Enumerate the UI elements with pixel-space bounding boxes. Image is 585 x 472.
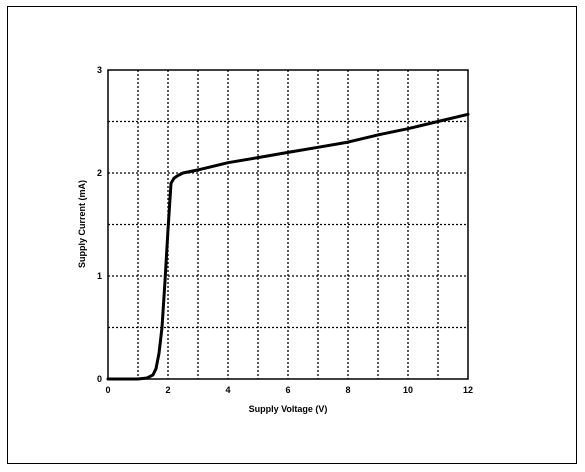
y-tick-label: 3 (97, 65, 102, 75)
x-tick-label: 0 (105, 385, 110, 395)
figure-frame (7, 6, 577, 464)
x-axis-label: Supply Voltage (V) (249, 404, 328, 414)
x-tick-label: 12 (463, 385, 473, 395)
plot-border (107, 69, 469, 380)
y-axis-label: Supply Current (mA) (77, 180, 87, 268)
series-group (106, 112, 470, 381)
y-tick-label: 0 (97, 374, 102, 384)
x-tick-label: 4 (225, 385, 230, 395)
x-tick-label: 2 (165, 385, 170, 395)
x-tick-label: 10 (403, 385, 413, 395)
x-tick-label: 8 (345, 385, 350, 395)
x-tick-labels: 0 2 4 6 8 10 12 (105, 385, 473, 395)
series-line (106, 112, 470, 381)
y-tick-labels: 0 1 2 3 (97, 65, 102, 384)
x-tick-label: 6 (285, 385, 290, 395)
y-tick-label: 2 (97, 168, 102, 178)
y-tick-label: 1 (97, 271, 102, 281)
